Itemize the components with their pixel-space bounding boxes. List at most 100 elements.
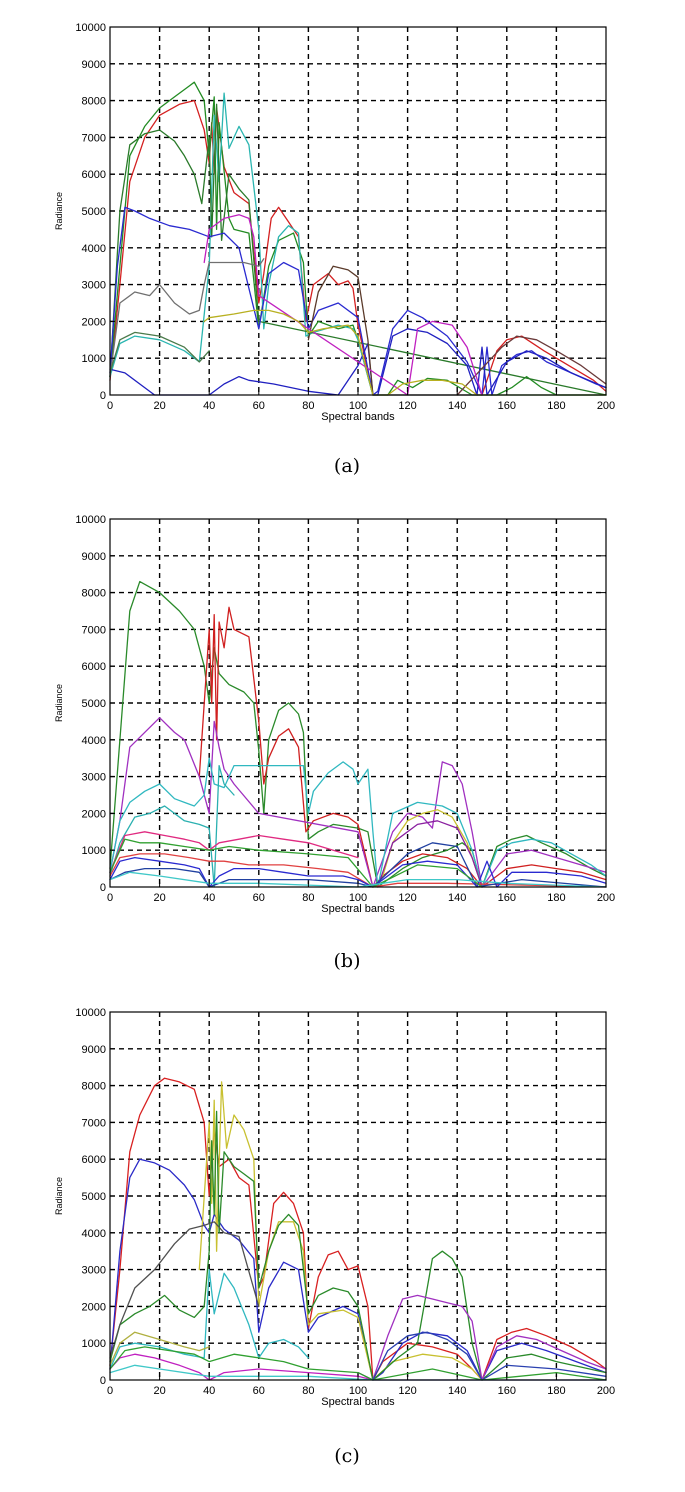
chart-b: 0 20 40 60 80 100 120 140 160 180 2000100020003000… [54, 514, 615, 972]
figure-caption: (c) [334, 1445, 359, 1467]
x-tick-label: 120 [398, 892, 416, 904]
y-tick-label: 6000 [82, 169, 106, 181]
x-tick-label: 100 [349, 400, 367, 412]
series-line-8 [307, 265, 374, 396]
y-tick-label: 4000 [82, 1228, 106, 1240]
y-tick-label: 0 [100, 1375, 106, 1387]
y-tick-label: 2000 [82, 316, 106, 328]
series-line-11 [109, 842, 607, 888]
x-tick-label: 140 [448, 400, 466, 412]
x-tick-label: 200 [597, 400, 615, 412]
series-line-10 [203, 309, 607, 396]
y-tick-label: 3000 [82, 280, 106, 292]
y-tick-label: 7000 [82, 624, 106, 636]
y-tick-label: 8000 [82, 1081, 106, 1093]
series-line-12 [109, 331, 210, 374]
x-tick-label: 160 [498, 1385, 516, 1397]
x-tick-label: 40 [203, 892, 215, 904]
y-tick-label: 2000 [82, 808, 106, 820]
series-line-12 [109, 1364, 607, 1381]
x-tick-label: 60 [253, 400, 265, 412]
x-axis-label: Spectral bands [321, 411, 395, 423]
y-tick-label: 5000 [82, 698, 106, 710]
x-tick-label: 180 [547, 892, 565, 904]
series-line-6 [357, 1294, 607, 1381]
x-tick-label: 200 [597, 1385, 615, 1397]
y-axis-label: Radiance [54, 684, 64, 722]
y-axis-label: Radiance [54, 192, 64, 230]
x-tick-label: 80 [302, 400, 314, 412]
x-tick-label: 140 [448, 892, 466, 904]
x-tick-label: 80 [302, 892, 314, 904]
chart-c: 0 20 40 60 80 100 120 140 160 180 2000100020003000… [54, 1007, 615, 1467]
x-tick-label: 60 [253, 1385, 265, 1397]
x-tick-label: 160 [498, 892, 516, 904]
y-tick-label: 4000 [82, 243, 106, 255]
x-tick-label: 40 [203, 1385, 215, 1397]
x-tick-label: 40 [203, 400, 215, 412]
y-tick-label: 7000 [82, 132, 106, 144]
y-tick-label: 10000 [75, 22, 106, 34]
x-tick-label: 0 [107, 892, 113, 904]
y-tick-label: 6000 [82, 661, 106, 673]
series-line-9 [372, 1331, 607, 1381]
y-tick-label: 8000 [82, 96, 106, 108]
y-tick-label: 5000 [82, 1191, 106, 1203]
x-tick-label: 160 [498, 400, 516, 412]
series-line-3 [109, 92, 607, 396]
series-line-5 [109, 1221, 260, 1359]
y-tick-label: 10000 [75, 1007, 106, 1019]
figure-caption: (a) [334, 455, 360, 477]
x-tick-label: 20 [153, 400, 165, 412]
y-tick-label: 9000 [82, 551, 106, 563]
y-tick-label: 6000 [82, 1154, 106, 1166]
y-tick-label: 9000 [82, 1044, 106, 1056]
series-line-5 [109, 764, 235, 888]
series-line-2 [109, 81, 607, 396]
series-line-7 [377, 820, 483, 888]
x-axis-label: Spectral bands [321, 1396, 395, 1408]
x-tick-label: 60 [253, 892, 265, 904]
y-tick-label: 1000 [82, 845, 106, 857]
series-line-4 [109, 1110, 607, 1381]
series-line-9 [203, 214, 483, 396]
series-line-4 [109, 757, 607, 888]
y-tick-label: 8000 [82, 588, 106, 600]
x-axis-label: Spectral bands [321, 903, 395, 915]
series-line-8 [109, 831, 359, 873]
y-tick-label: 4000 [82, 735, 106, 747]
y-axis-label: Radiance [54, 1177, 64, 1215]
x-tick-label: 20 [153, 892, 165, 904]
y-tick-label: 3000 [82, 772, 106, 784]
series-line-6 [382, 809, 483, 888]
y-tick-label: 2000 [82, 1301, 106, 1313]
series-line-4 [109, 103, 607, 396]
series-line-11 [109, 258, 265, 378]
x-tick-label: 180 [547, 400, 565, 412]
series-line-7 [456, 335, 607, 396]
y-tick-label: 0 [100, 882, 106, 894]
series-line-12 [109, 838, 483, 888]
x-tick-label: 120 [398, 1385, 416, 1397]
y-tick-label: 1000 [82, 353, 106, 365]
x-tick-label: 200 [597, 892, 615, 904]
y-tick-label: 5000 [82, 206, 106, 218]
x-tick-label: 180 [547, 1385, 565, 1397]
x-tick-label: 20 [153, 1385, 165, 1397]
y-tick-label: 7000 [82, 1117, 106, 1129]
x-tick-label: 120 [398, 400, 416, 412]
figure-caption: (b) [334, 950, 361, 972]
y-tick-label: 0 [100, 390, 106, 402]
x-tick-label: 80 [302, 1385, 314, 1397]
x-tick-label: 0 [107, 1385, 113, 1397]
series-line-10 [109, 1331, 210, 1366]
x-tick-label: 0 [107, 400, 113, 412]
y-tick-label: 9000 [82, 59, 106, 71]
y-tick-label: 1000 [82, 1338, 106, 1350]
x-tick-label: 100 [349, 892, 367, 904]
chart-a: 0 20 40 60 80 100 120 140 160 180 2000100020003000… [54, 22, 615, 477]
series-line-1 [109, 99, 607, 396]
x-tick-label: 140 [448, 1385, 466, 1397]
series-line-7 [109, 1268, 310, 1370]
